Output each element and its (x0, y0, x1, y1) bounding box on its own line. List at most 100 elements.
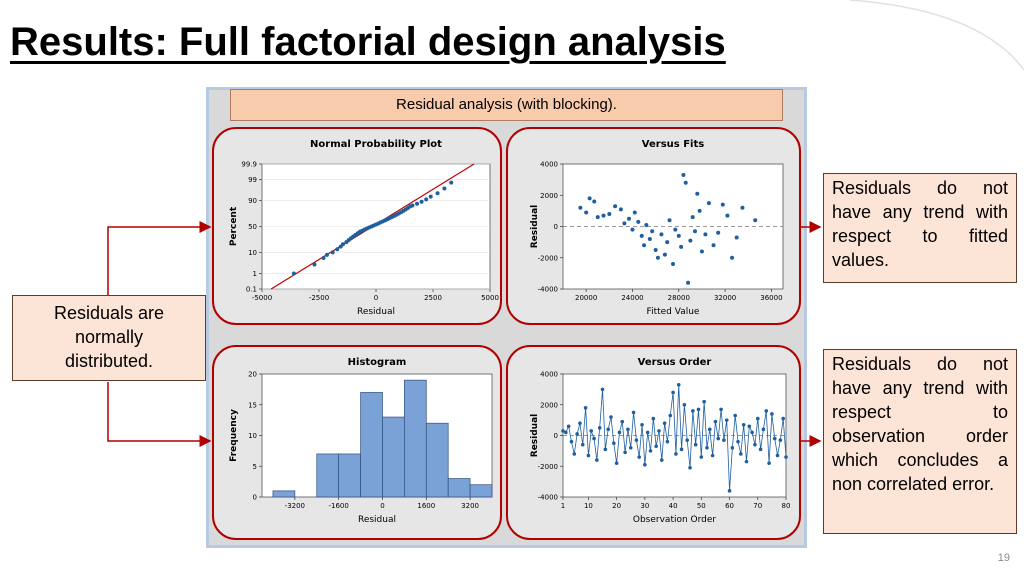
data-point (733, 413, 737, 418)
data-point (665, 240, 670, 245)
data-point (691, 409, 695, 413)
data-point (784, 455, 788, 459)
histogram-bar (360, 392, 383, 498)
data-point (561, 429, 565, 433)
data-point (628, 446, 633, 450)
x-tick-label: 40 (669, 502, 678, 510)
data-point (676, 233, 681, 238)
data-point (730, 446, 735, 450)
y-tick-label: 50 (248, 223, 257, 231)
data-point (643, 462, 647, 467)
data-point (648, 449, 653, 453)
histogram-bar (338, 453, 361, 498)
versus-order-plot-frame: Versus Order 1 10 20 30 40 50 60 70 80 -4000 -2000 0… (506, 345, 801, 540)
x-tick-label: 10 (584, 502, 593, 510)
y-tick-label: 0 (554, 223, 558, 231)
data-point (668, 413, 673, 418)
data-point (778, 438, 783, 442)
x-tick-label: 28000 (668, 294, 690, 302)
data-point (601, 213, 606, 218)
data-point (753, 218, 758, 223)
data-point (592, 199, 597, 204)
page-number: 19 (997, 552, 1010, 564)
data-point (597, 426, 602, 430)
data-point (695, 191, 700, 196)
x-tick-label: 0 (380, 502, 384, 510)
data-point (699, 249, 704, 254)
x-tick-label: 36000 (760, 294, 782, 302)
data-point (725, 213, 730, 218)
y-tick-label: -4000 (538, 494, 558, 502)
y-tick-label: 99.9 (241, 161, 257, 169)
data-point (690, 215, 695, 220)
data-point (583, 406, 588, 410)
y-tick-label: 20 (248, 371, 257, 379)
data-point (651, 416, 656, 421)
data-point (595, 215, 600, 220)
data-point (655, 255, 660, 260)
y-tick-label: 90 (248, 197, 257, 205)
data-point (578, 205, 583, 210)
versus-fits-plot-frame: Versus Fits 20000 24000 28000 32000 36000 -400… (506, 127, 801, 325)
data-point (419, 199, 424, 204)
data-point (428, 194, 433, 199)
histogram-bar (469, 484, 493, 498)
histogram-bar (316, 453, 340, 498)
y-tick-label: 2000 (540, 401, 558, 409)
y-tick-label: 99 (248, 176, 257, 184)
data-point (753, 442, 757, 447)
x-tick-label: 30 (640, 502, 649, 510)
fits-trend-callout: Residuals do not have any trend with res… (823, 173, 1017, 283)
data-point (686, 280, 691, 285)
x-tick-label: 24000 (621, 294, 643, 302)
data-point (688, 465, 692, 470)
series-line (562, 384, 787, 491)
histogram-bar (404, 379, 427, 498)
data-point (662, 252, 667, 257)
data-point (645, 430, 650, 435)
x-tick-label: 20 (612, 502, 621, 510)
y-tick-label: 10 (248, 432, 257, 440)
data-point (340, 242, 345, 247)
data-point (410, 203, 415, 208)
chart-title: Versus Order (638, 357, 712, 368)
data-point (617, 430, 622, 435)
data-point (665, 439, 670, 444)
data-point (693, 442, 698, 447)
data-point (755, 416, 760, 421)
x-tick-label: 0 (374, 294, 378, 302)
data-point (681, 172, 686, 177)
data-point (724, 418, 729, 422)
data-point (683, 180, 688, 185)
data-point (653, 247, 658, 252)
data-point (654, 444, 658, 449)
histogram-bar (382, 416, 405, 498)
normal-probability-plot-frame: Normal Probability Plot -5000 -2500 0 2500 50… (212, 127, 502, 325)
x-tick-label: 32000 (714, 294, 736, 302)
data-point (758, 447, 763, 452)
histogram-bar (425, 422, 449, 498)
y-tick-label: -2000 (538, 254, 558, 262)
data-point (586, 453, 591, 458)
data-point (716, 230, 721, 235)
data-point (713, 419, 718, 424)
data-point (620, 419, 625, 424)
data-point (575, 432, 579, 436)
data-point (321, 255, 326, 260)
data-point (640, 422, 644, 427)
data-point (639, 233, 644, 238)
y-tick-label: -4000 (538, 286, 558, 294)
data-point (667, 218, 672, 223)
data-point (291, 271, 296, 276)
x-tick-label: 60 (725, 502, 734, 510)
residual-analysis-banner: Residual analysis (with blocking). (230, 89, 783, 121)
data-point (679, 244, 684, 249)
data-point (688, 238, 693, 243)
data-point (578, 421, 582, 425)
x-tick-label: -2500 (309, 294, 329, 302)
data-point (623, 450, 627, 455)
data-point (705, 446, 709, 450)
data-point (659, 232, 664, 237)
versus-order-plot: Versus Order 1 10 20 30 40 50 60 70 80 -4000 -2000 0… (530, 357, 790, 525)
data-point (312, 262, 317, 267)
